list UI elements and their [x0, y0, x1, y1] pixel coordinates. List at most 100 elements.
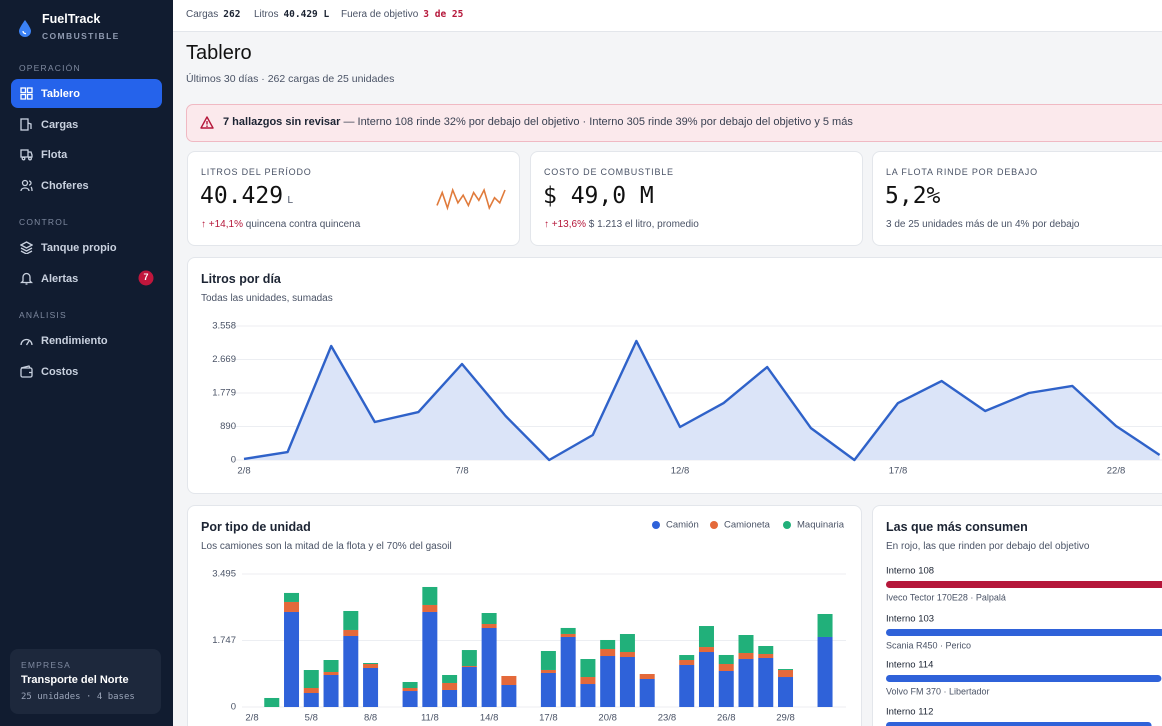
bar-segment — [264, 697, 280, 707]
bar-segment — [343, 635, 359, 707]
nav-item[interactable]: Costos — [11, 357, 162, 386]
kpi-label: LITROS DEL PERÍODO — [201, 167, 312, 177]
bar-segment — [540, 650, 556, 670]
nav-item[interactable]: Cargas — [11, 110, 162, 139]
page-title: Tablero — [186, 42, 252, 64]
nav-item[interactable]: Tablero — [11, 79, 162, 108]
bar-segment — [698, 652, 714, 707]
kpi-value-row: 40.429 L — [200, 183, 293, 209]
bar-segment — [284, 592, 300, 602]
kpi-card: COSTO DE COMBUSTIBLE $ 49,0 M ↑ +13,6% $… — [530, 151, 863, 246]
stat: Cargas 262 — [186, 9, 240, 20]
item-detail: Scania R450 · Perico — [886, 640, 971, 650]
alert-banner[interactable]: 7 hallazgos sin revisar — Interno 108 ri… — [186, 104, 1162, 142]
bar-segment — [778, 669, 794, 671]
x-tick-label: 17/8 — [539, 713, 558, 724]
nav-item[interactable]: Alertas — [11, 264, 162, 293]
bar-segment — [442, 689, 458, 707]
chart-card: Las que más consumen En rojo, las que ri… — [872, 505, 1162, 726]
bar-segment — [323, 671, 339, 675]
chart-subtitle: Los camiones son la mitad de la flota y … — [201, 541, 452, 552]
bar-segment — [481, 627, 497, 707]
y-tick-label: 1.747 — [212, 635, 236, 646]
bar-segment — [363, 667, 379, 707]
kpi-note: 3 de 25 unidades más de un 4% por debajo — [886, 219, 1080, 230]
bar-segment — [540, 669, 556, 673]
sparkline — [436, 187, 506, 211]
nav-item[interactable]: Rendimiento — [11, 326, 162, 355]
bar-segment — [679, 664, 695, 707]
page-subtitle: Últimos 30 días · 262 cargas de 25 unida… — [186, 73, 395, 85]
legend-swatch — [652, 521, 660, 529]
chart-title: Por tipo de unidad — [201, 520, 311, 534]
bar-segment — [560, 633, 576, 637]
alert-text: — Interno 108 rinde 32% por debajo del o… — [343, 116, 853, 128]
bar-segment — [778, 677, 794, 707]
x-tick-label: 20/8 — [598, 713, 617, 724]
y-tick-label: 890 — [220, 421, 236, 432]
nav-item[interactable]: Choferes — [11, 171, 162, 200]
item-name: Interno 103 — [886, 614, 934, 625]
y-tick-label: 0 — [231, 455, 236, 466]
bar-segment — [639, 678, 655, 707]
x-tick-label: 2/8 — [237, 466, 250, 477]
area — [244, 340, 1160, 460]
alert-icon — [200, 116, 214, 129]
topbar: Cargas 262 Litros 40.429 L Fuera de objeti… — [173, 0, 1162, 32]
x-tick-label: 12/8 — [671, 466, 690, 477]
bar-segment — [639, 674, 655, 679]
kpi-label: COSTO DE COMBUSTIBLE — [544, 167, 674, 177]
nav-label: Flota — [41, 148, 68, 161]
nav-label: Alertas — [41, 272, 79, 285]
bar-segment — [817, 613, 833, 637]
chart-title: Las que más consumen — [886, 520, 1028, 534]
nav-label: Choferes — [41, 179, 89, 192]
bar-segment — [402, 681, 418, 689]
bar-segment — [422, 611, 438, 707]
chart-subtitle: Todas las unidades, sumadas — [201, 293, 333, 304]
y-tick-label: 3.495 — [212, 569, 236, 580]
nav-item[interactable]: Tanque propio — [11, 233, 162, 262]
item-name: Interno 112 — [886, 707, 933, 718]
bar-segment — [679, 660, 695, 665]
stat-label: Fuera de objetivo — [341, 9, 419, 20]
bar-segment — [580, 677, 596, 685]
nav-item[interactable]: Flota — [11, 140, 162, 169]
item-name: Interno 108 — [886, 566, 934, 577]
item-detail: Volvo FM 370 · Libertador — [886, 686, 990, 696]
bar-segment — [363, 663, 379, 668]
chart-title: Litros por día — [201, 272, 281, 286]
kpi-delta: ↑ +13,6% — [544, 219, 586, 230]
bar-segment — [718, 663, 734, 672]
section-title: OPERACIÓN — [19, 63, 81, 73]
bar-segment — [738, 659, 754, 707]
bar-segment — [580, 684, 596, 707]
bar — [886, 722, 1152, 726]
nav-label: Cargas — [41, 118, 79, 131]
x-tick-label: 26/8 — [717, 713, 736, 724]
bar-segment — [343, 610, 359, 630]
alert-strong: 7 hallazgos sin revisar — [223, 116, 341, 128]
bar-segment — [580, 659, 596, 678]
bar-segment — [323, 674, 339, 707]
bar-segment — [560, 636, 576, 707]
kpi-card: LA FLOTA RINDE POR DEBAJO 5,2% 3 de 25 u… — [872, 151, 1162, 246]
bar-segment — [363, 663, 379, 664]
bar-segment — [501, 675, 517, 686]
bar-segment — [600, 656, 616, 707]
badge-count: 7 — [143, 272, 149, 282]
bar-segment — [817, 636, 833, 707]
bar-segment — [619, 634, 635, 653]
bar-segment — [303, 692, 319, 707]
stat-label: Cargas — [186, 9, 219, 20]
stat-label: Litros — [254, 9, 279, 20]
x-tick-label: 23/8 — [658, 713, 677, 724]
kpi-note-text: quincena contra quincena — [245, 219, 361, 230]
kpi-value: 5,2% — [885, 183, 941, 209]
x-tick-label: 29/8 — [776, 713, 795, 724]
legend-label: Camioneta — [724, 520, 771, 531]
x-tick-label: 7/8 — [455, 466, 468, 477]
bar-segment — [738, 653, 754, 660]
bar-segment — [402, 688, 418, 692]
